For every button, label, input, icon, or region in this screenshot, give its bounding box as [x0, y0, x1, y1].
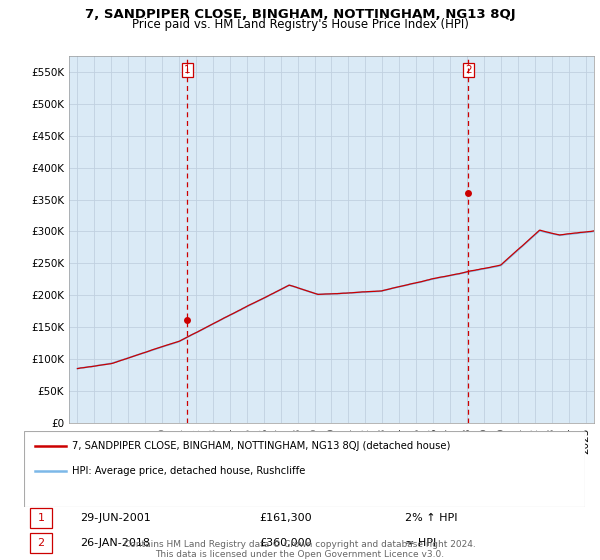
Text: 7, SANDPIPER CLOSE, BINGHAM, NOTTINGHAM, NG13 8QJ: 7, SANDPIPER CLOSE, BINGHAM, NOTTINGHAM,… — [85, 8, 515, 21]
Text: HPI: Average price, detached house, Rushcliffe: HPI: Average price, detached house, Rush… — [71, 465, 305, 475]
Text: 2: 2 — [37, 538, 44, 548]
Text: 2: 2 — [465, 65, 472, 75]
Bar — [29, 508, 52, 528]
Text: Price paid vs. HM Land Registry's House Price Index (HPI): Price paid vs. HM Land Registry's House … — [131, 18, 469, 31]
Bar — [29, 533, 52, 553]
Text: 1: 1 — [37, 513, 44, 523]
Text: £360,000: £360,000 — [260, 538, 312, 548]
Text: 26-JAN-2018: 26-JAN-2018 — [80, 538, 150, 548]
Text: 1: 1 — [184, 65, 191, 75]
Text: ≈ HPI: ≈ HPI — [406, 538, 437, 548]
Text: 7, SANDPIPER CLOSE, BINGHAM, NOTTINGHAM, NG13 8QJ (detached house): 7, SANDPIPER CLOSE, BINGHAM, NOTTINGHAM,… — [71, 441, 450, 451]
Text: 2% ↑ HPI: 2% ↑ HPI — [406, 513, 458, 523]
Text: £161,300: £161,300 — [260, 513, 312, 523]
Text: Contains HM Land Registry data © Crown copyright and database right 2024.
This d: Contains HM Land Registry data © Crown c… — [124, 540, 476, 559]
Text: 29-JUN-2001: 29-JUN-2001 — [80, 513, 151, 523]
